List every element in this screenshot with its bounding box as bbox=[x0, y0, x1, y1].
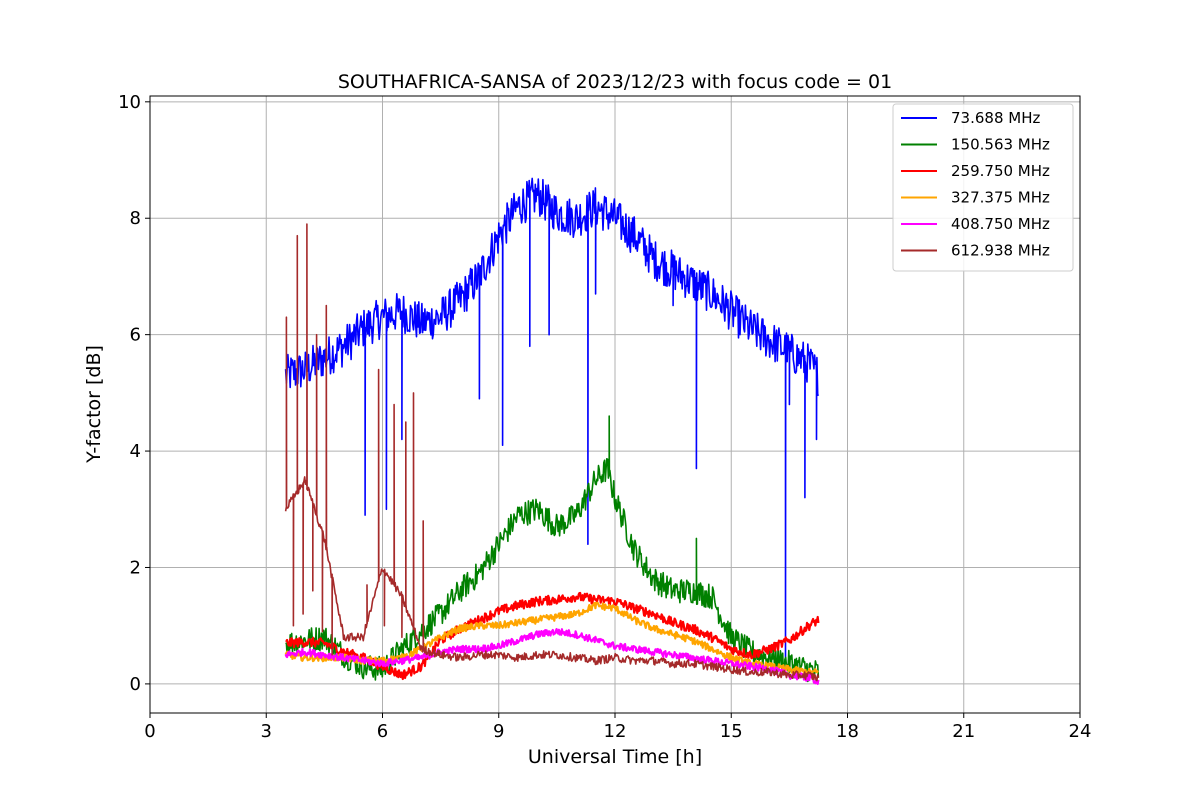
y-tick-label: 6 bbox=[130, 325, 141, 346]
legend: 73.688 MHz 150.563 MHz 259.750 MHz 327.375 … bbox=[892, 103, 1074, 272]
x-tick-label: 24 bbox=[1069, 721, 1092, 742]
legend-label: 408.750 MHz bbox=[951, 215, 1050, 233]
y-tick-label: 4 bbox=[130, 441, 141, 462]
x-tick-label: 15 bbox=[720, 721, 743, 742]
legend-label: 612.938 MHz bbox=[951, 242, 1050, 260]
series-line bbox=[285, 415, 820, 683]
series-line bbox=[284, 223, 820, 682]
legend-label: 327.375 MHz bbox=[951, 189, 1050, 207]
x-axis: 0 3 6 9 12 15 18 21 24 bbox=[144, 713, 1091, 742]
x-tick-label: 3 bbox=[261, 721, 272, 742]
y-tick-label: 8 bbox=[130, 208, 141, 229]
series-layer bbox=[284, 177, 820, 685]
legend-label: 73.688 MHz bbox=[951, 109, 1040, 127]
chart-title: SOUTHAFRICA-SANSA of 2023/12/23 with foc… bbox=[338, 71, 892, 93]
x-tick-label: 9 bbox=[493, 721, 504, 742]
x-tick-label: 21 bbox=[952, 721, 975, 742]
series-line bbox=[284, 177, 820, 662]
legend-label: 259.750 MHz bbox=[951, 162, 1050, 180]
x-tick-label: 0 bbox=[144, 721, 155, 742]
legend-box bbox=[892, 103, 1074, 272]
y-tick-label: 0 bbox=[130, 674, 141, 695]
x-tick-label: 12 bbox=[604, 721, 627, 742]
x-tick-label: 18 bbox=[836, 721, 859, 742]
legend-label: 150.563 MHz bbox=[951, 136, 1050, 154]
y-axis: 0 2 4 6 8 10 bbox=[118, 92, 150, 695]
y-axis-label: Y-factor [dB] bbox=[83, 345, 105, 464]
x-axis-label: Universal Time [h] bbox=[528, 746, 702, 768]
x-tick-label: 6 bbox=[377, 721, 388, 742]
series-line bbox=[284, 628, 820, 685]
y-tick-label: 10 bbox=[118, 92, 141, 113]
y-tick-label: 2 bbox=[130, 557, 141, 578]
